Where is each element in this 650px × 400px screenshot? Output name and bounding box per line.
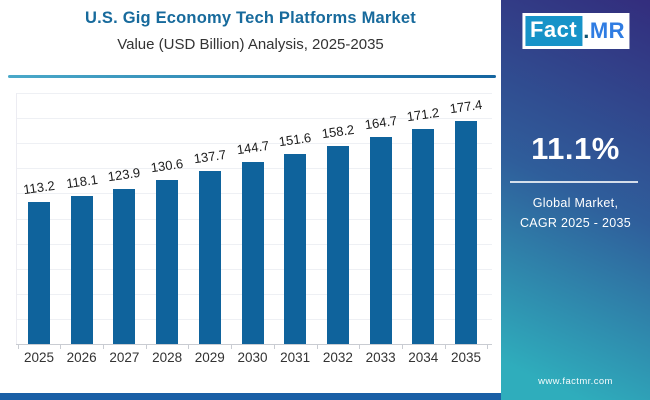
bar-2031 bbox=[284, 153, 307, 344]
x-axis-tick bbox=[145, 344, 147, 349]
title-divider bbox=[8, 75, 496, 78]
logo-fact-text: Fact bbox=[524, 16, 583, 46]
cagr-value: 11.1% bbox=[531, 131, 620, 166]
x-axis-label: 2029 bbox=[194, 350, 225, 365]
gridline bbox=[16, 93, 492, 95]
x-axis-tick bbox=[188, 344, 190, 349]
bar-2029 bbox=[198, 171, 221, 344]
x-axis-tick bbox=[359, 344, 361, 349]
cagr-label: Global Market, CAGR 2025 - 2035 bbox=[501, 193, 650, 233]
bar-value-label: 177.4 bbox=[448, 97, 484, 117]
factmr-logo: Fact .MR bbox=[521, 13, 630, 49]
bar-2025 bbox=[28, 202, 50, 344]
side-panel: Fact .MR 11.1% Global Market, CAGR 2025 … bbox=[501, 0, 650, 400]
x-axis-label: 2030 bbox=[237, 350, 268, 365]
x-axis-line bbox=[16, 343, 492, 345]
x-axis-tick bbox=[401, 344, 403, 349]
x-axis-tick bbox=[231, 344, 233, 349]
x-axis-label: 2035 bbox=[450, 350, 482, 365]
logo-mr-letters: MR bbox=[589, 18, 626, 43]
gridline bbox=[16, 143, 492, 145]
cagr-label-line1: Global Market, bbox=[532, 196, 619, 210]
x-axis-label: 2031 bbox=[280, 350, 311, 365]
logo-dot: . bbox=[583, 18, 590, 43]
website-url: www.factmr.com bbox=[538, 376, 613, 387]
chart-area: U.S. Gig Economy Tech Platforms Market V… bbox=[0, 9, 501, 400]
x-axis-tick bbox=[487, 344, 489, 349]
gridline bbox=[16, 118, 492, 120]
bar-2030 bbox=[241, 162, 264, 344]
y-axis-line bbox=[16, 93, 17, 344]
chart-title: U.S. Gig Economy Tech Platforms Market bbox=[85, 9, 416, 27]
bar-2035 bbox=[455, 121, 477, 344]
bar-2027 bbox=[113, 188, 136, 344]
x-axis-label: 2028 bbox=[152, 350, 183, 365]
cagr-label-line2: CAGR 2025 - 2035 bbox=[519, 216, 632, 230]
chart-subtitle: Value (USD Billion) Analysis, 2025-2035 bbox=[117, 36, 384, 53]
x-axis-tick bbox=[316, 344, 318, 349]
x-axis-label: 2034 bbox=[408, 350, 439, 365]
x-axis-tick bbox=[103, 344, 105, 349]
cagr-divider bbox=[510, 181, 638, 183]
x-axis-tick bbox=[17, 344, 19, 349]
x-axis-label: 2032 bbox=[322, 350, 353, 365]
x-axis-label: 2025 bbox=[23, 350, 55, 365]
bottom-strip bbox=[0, 393, 501, 400]
bar-2034 bbox=[412, 129, 435, 344]
bar-2028 bbox=[156, 180, 179, 344]
x-axis-label: 2033 bbox=[365, 350, 396, 365]
bar-2026 bbox=[70, 195, 93, 344]
plot-area: 113.2 2025 118.1 2026 123.9 2027 130.6 2028 137.… bbox=[16, 93, 492, 365]
x-axis-tick bbox=[444, 344, 446, 349]
bar-2033 bbox=[369, 137, 392, 344]
x-axis-label: 2026 bbox=[66, 350, 97, 365]
x-axis-tick bbox=[60, 344, 62, 349]
logo-mr-text: .MR bbox=[582, 18, 625, 44]
x-axis-label: 2027 bbox=[109, 350, 140, 365]
bar-2032 bbox=[326, 145, 349, 344]
x-axis-tick bbox=[273, 344, 275, 349]
